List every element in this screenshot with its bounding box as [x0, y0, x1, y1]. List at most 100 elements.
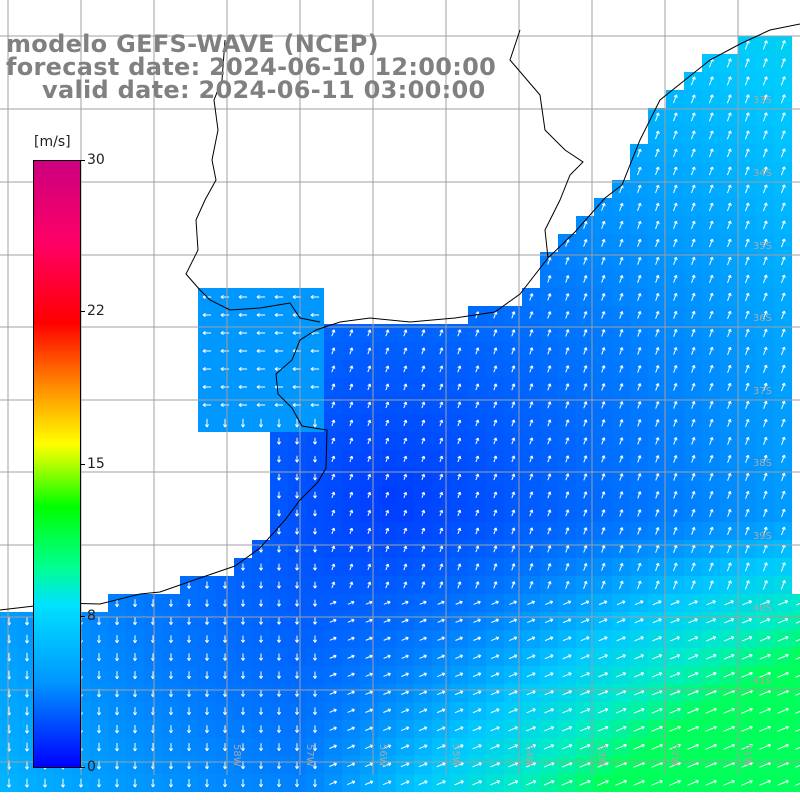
wind-arrow [220, 402, 230, 408]
wind-arrow [670, 600, 680, 606]
wind-arrow [709, 508, 714, 517]
wind-arrow [669, 779, 681, 786]
wind-arrow [562, 654, 572, 660]
wind-arrow [383, 726, 392, 732]
wind-arrow [583, 473, 588, 481]
wind-arrow [745, 238, 750, 248]
wind-arrow [367, 581, 372, 589]
wind-arrow [114, 635, 120, 644]
wind-arrow [511, 383, 516, 391]
wind-arrow [168, 725, 174, 734]
wind-arrow [709, 526, 714, 535]
wind-arrow [780, 94, 786, 104]
wind-arrow [220, 330, 230, 336]
wind-arrow [655, 328, 660, 337]
wind-arrow [688, 636, 699, 642]
wind-arrow [60, 778, 66, 788]
wind-arrow [723, 725, 735, 732]
wind-arrow [457, 437, 462, 445]
wind-arrow [347, 762, 356, 768]
wind-arrow [132, 617, 138, 626]
wind-arrow [347, 690, 355, 695]
wind-arrow [310, 294, 320, 300]
wind-arrow [421, 383, 426, 391]
wind-arrow [403, 401, 408, 409]
wind-arrow [583, 401, 588, 409]
title-valid-date: valid date: 2024-06-11 03:00:00 [42, 76, 486, 104]
wind-arrow [238, 330, 248, 336]
wind-arrow [331, 545, 336, 553]
wind-arrow [222, 671, 228, 679]
wind-arrow [691, 436, 696, 445]
wind-arrow [276, 599, 282, 607]
wind-arrow [258, 653, 264, 661]
wind-arrow [367, 509, 372, 516]
wind-arrow [222, 653, 228, 661]
wind-arrow [583, 545, 588, 553]
wind-arrow [367, 365, 372, 373]
wind-arrow [601, 527, 606, 535]
wind-arrow [529, 383, 534, 391]
wind-arrow [727, 382, 732, 391]
wind-arrow [274, 312, 284, 318]
wind-arrow [562, 618, 572, 624]
wind-arrow [544, 708, 554, 714]
wind-arrow [709, 364, 714, 373]
wind-arrow [457, 401, 462, 409]
wind-arrow [601, 256, 606, 265]
wind-arrow [762, 562, 768, 572]
wind-arrow [24, 706, 30, 716]
colorbar [33, 160, 81, 768]
wind-arrow [403, 527, 408, 535]
wind-arrow [565, 527, 570, 535]
wind-arrow [472, 708, 482, 714]
wind-arrow [186, 671, 192, 679]
wind-arrow [475, 383, 480, 391]
wind-speed-cell [792, 720, 800, 738]
wind-arrow [454, 726, 464, 732]
wind-arrow [565, 365, 570, 373]
wind-arrow [294, 491, 300, 499]
wind-arrow [637, 473, 642, 481]
wind-arrow [238, 294, 248, 300]
wind-arrow [526, 672, 536, 678]
wind-vector-field [6, 40, 800, 788]
wind-arrow [655, 562, 660, 572]
wind-arrow [204, 418, 210, 428]
wind-arrow [276, 491, 282, 499]
wind-arrow [382, 744, 392, 750]
wind-arrow [436, 780, 446, 786]
wind-arrow [708, 148, 714, 158]
wind-arrow [634, 636, 644, 642]
wind-arrow [763, 382, 768, 392]
wind-arrow [385, 545, 390, 553]
wind-arrow [276, 545, 282, 553]
wind-arrow [258, 617, 264, 625]
wind-arrow [511, 437, 516, 445]
wind-arrow [511, 347, 516, 355]
wind-arrow [583, 527, 588, 535]
wind-arrow [781, 346, 786, 356]
wind-arrow [493, 347, 498, 355]
wind-arrow [637, 256, 642, 265]
wind-arrow [565, 401, 570, 409]
wind-arrow [601, 473, 606, 481]
wind-arrow [691, 220, 696, 230]
wind-arrow [565, 383, 570, 391]
wind-arrow [780, 238, 786, 248]
wind-arrow [709, 274, 714, 284]
colorbar-tick-15 [80, 464, 85, 465]
wind-arrow [601, 311, 606, 319]
wind-arrow [240, 581, 246, 589]
wind-arrow [709, 382, 714, 391]
wind-arrow [511, 509, 516, 517]
wind-arrow [741, 635, 753, 642]
lon-label-55w: 55W [450, 744, 461, 767]
wind-arrow [455, 636, 463, 641]
wind-arrow [385, 527, 390, 535]
wind-arrow [727, 400, 732, 409]
wind-arrow [439, 419, 444, 427]
wind-arrow [347, 726, 356, 731]
wind-arrow [780, 220, 786, 230]
wind-arrow [547, 347, 552, 355]
